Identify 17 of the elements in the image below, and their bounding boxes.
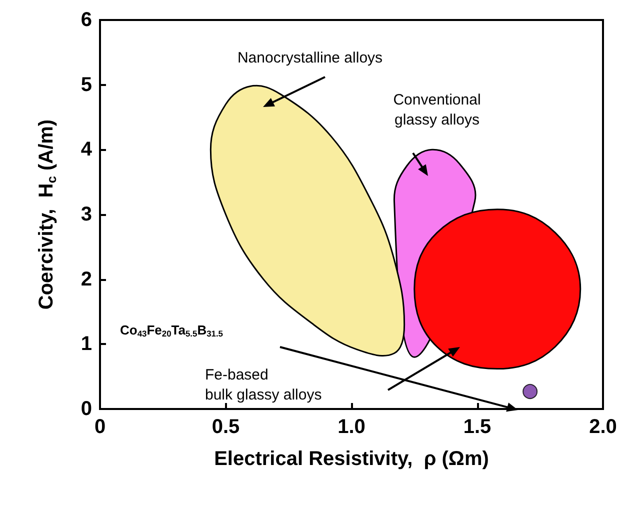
annotation: Nanocrystalline alloys bbox=[237, 50, 383, 66]
x-tick-label: 0 bbox=[94, 416, 106, 438]
y-tick-label: 2 bbox=[80, 268, 92, 290]
y-tick-label: 0 bbox=[80, 398, 92, 420]
y-tick-label: 1 bbox=[80, 333, 92, 356]
y-tick-label: 3 bbox=[80, 204, 92, 226]
y-axis-title: Coercivity, Hc (A/m) bbox=[36, 119, 59, 310]
x-tick-label: 1.5 bbox=[463, 416, 492, 438]
y-tick-label: 5 bbox=[80, 74, 92, 96]
annotation: Fe-based bulk glassy alloys bbox=[205, 366, 322, 404]
x-tick-label: 1.0 bbox=[338, 416, 366, 438]
x-axis-title: Electrical Resistivity, ρ (Ωm) bbox=[214, 448, 489, 470]
annotation: Conventional glassy alloys bbox=[393, 92, 481, 128]
x-tick-label: 0.5 bbox=[212, 416, 240, 438]
x-tick-label: 2.0 bbox=[589, 416, 617, 438]
y-tick-label: 4 bbox=[80, 138, 93, 161]
y-tick-label: 6 bbox=[80, 9, 92, 31]
